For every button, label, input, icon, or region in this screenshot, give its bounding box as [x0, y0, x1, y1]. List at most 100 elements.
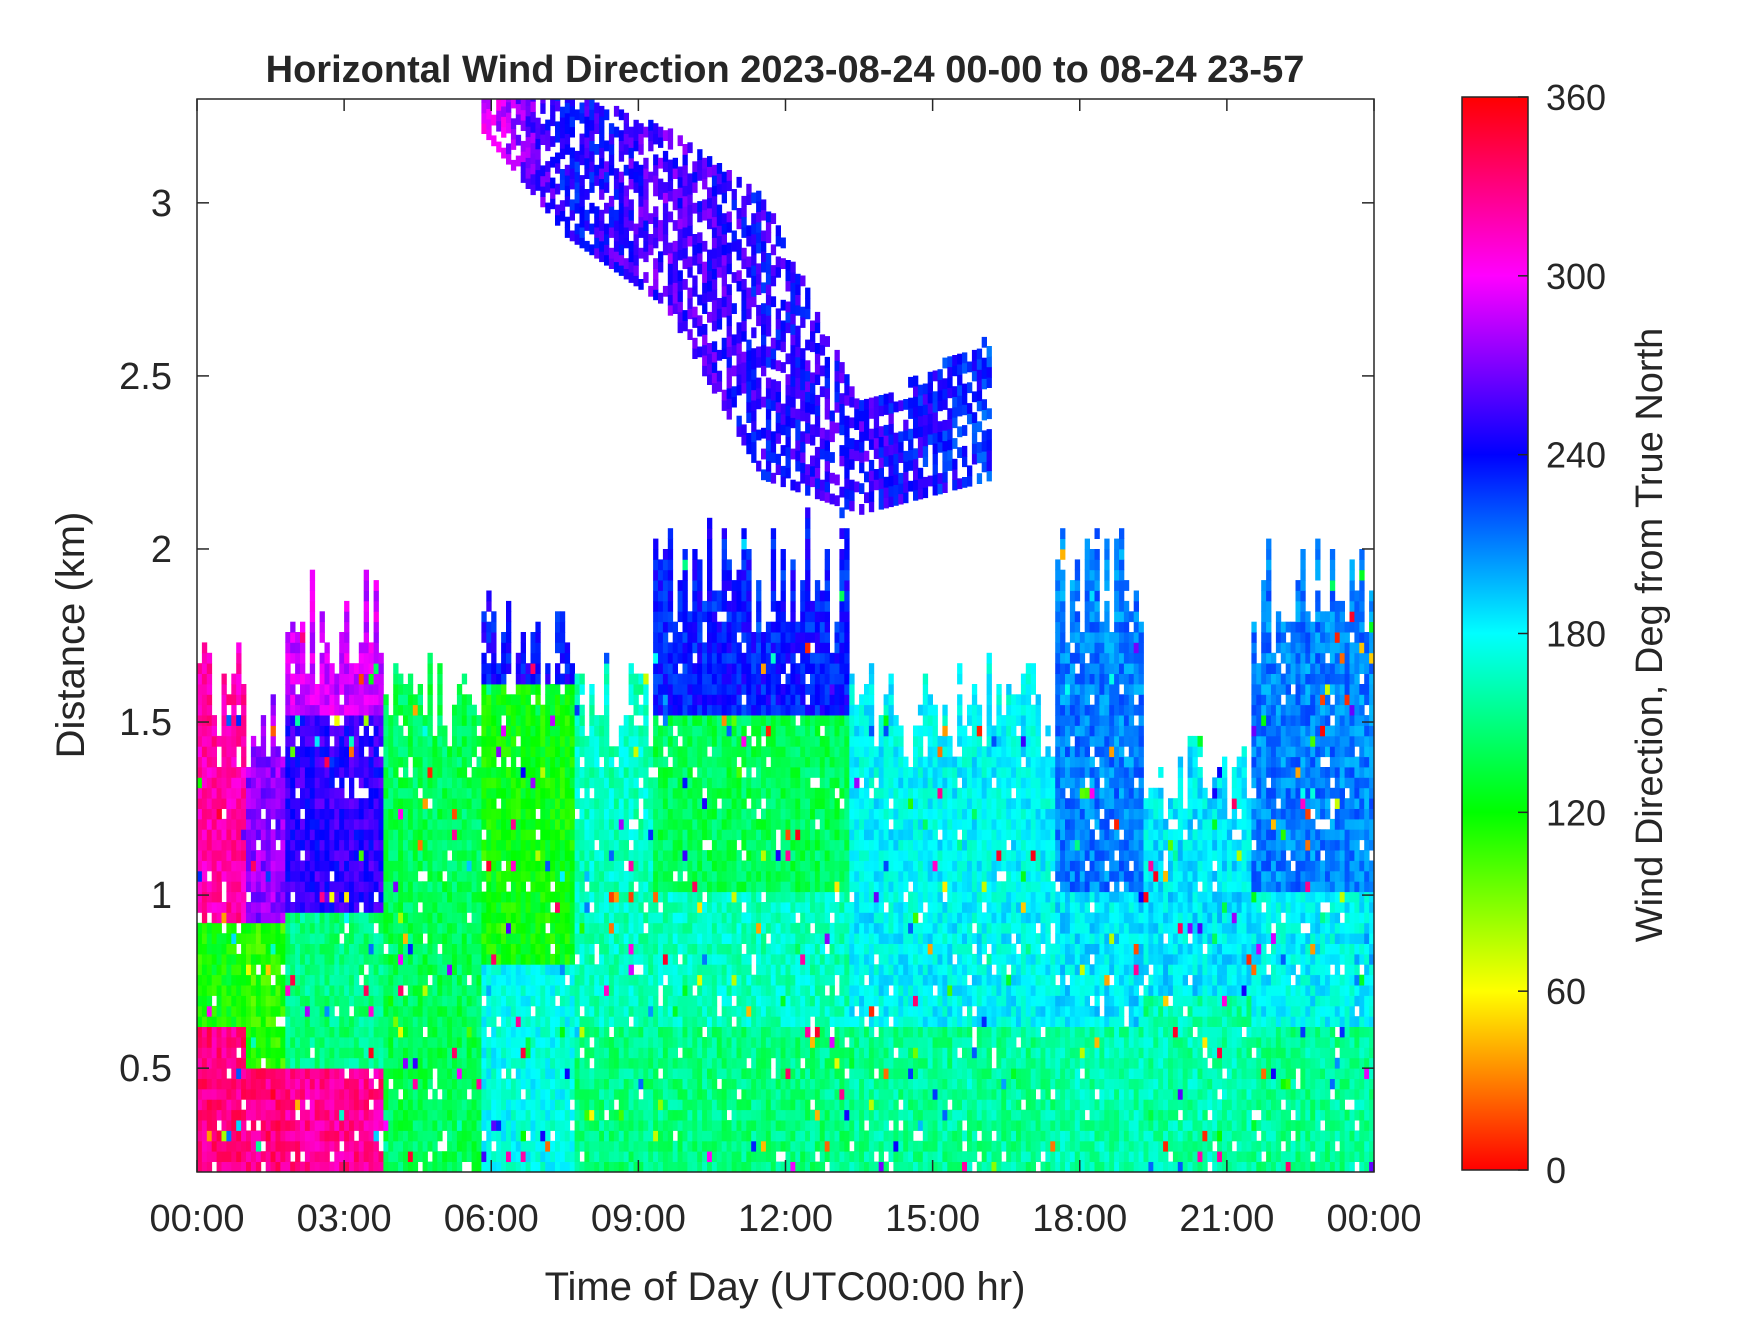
heatmap-cell [687, 777, 693, 789]
heatmap-cell [216, 818, 222, 830]
heatmap-cell [658, 590, 664, 602]
heatmap-cell [599, 1078, 605, 1090]
heatmap-cell [555, 777, 561, 789]
heatmap-cell [702, 1047, 708, 1059]
heatmap-cell [618, 891, 625, 903]
heatmap-cell [412, 1161, 419, 1172]
heatmap-cell [231, 1120, 237, 1131]
heatmap-cell [363, 767, 369, 778]
heatmap-cell [339, 1120, 345, 1131]
heatmap-cell [329, 684, 335, 695]
heatmap-cell [388, 735, 394, 747]
heatmap-cell [407, 985, 414, 996]
heatmap-cell [398, 1140, 404, 1152]
heatmap-cell [579, 808, 585, 820]
heatmap-cell [226, 1057, 232, 1069]
heatmap-cell [285, 735, 291, 747]
heatmap-cell [437, 1109, 443, 1121]
heatmap-cell [648, 922, 654, 934]
heatmap-cell [628, 1140, 634, 1152]
heatmap-cell [344, 870, 350, 882]
heatmap-cell [535, 964, 541, 976]
heatmap-cell [628, 756, 634, 768]
heatmap-cell [442, 777, 448, 789]
heatmap-cell [349, 746, 355, 758]
heatmap-cell [300, 1057, 306, 1069]
heatmap-cell [589, 1026, 595, 1038]
heatmap-cell [260, 891, 267, 903]
heatmap-cell [540, 829, 546, 841]
heatmap-cell [618, 953, 625, 965]
heatmap-cell [545, 850, 551, 861]
heatmap-cell [398, 1161, 404, 1172]
heatmap-cell [608, 787, 615, 799]
heatmap-cell [501, 746, 507, 758]
heatmap-cell [525, 860, 531, 872]
heatmap-cell [368, 663, 374, 674]
heatmap-cell [506, 1057, 512, 1069]
heatmap-cell [618, 1099, 625, 1111]
heatmap-cell [231, 673, 237, 685]
heatmap-cell [452, 767, 458, 778]
heatmap-cell [304, 1161, 311, 1172]
heatmap-cell [687, 1109, 693, 1121]
heatmap-cell [550, 985, 556, 996]
heatmap-cell [633, 1005, 639, 1017]
heatmap-cell [687, 684, 693, 695]
heatmap-cell [206, 787, 213, 799]
heatmap-cell [226, 839, 232, 851]
heatmap-cell [304, 902, 311, 913]
heatmap-cell [309, 1120, 316, 1131]
heatmap-cell [270, 860, 276, 872]
heatmap-cell [378, 922, 384, 934]
heatmap-cell [682, 1088, 688, 1100]
heatmap-cell [383, 818, 389, 830]
heatmap-cell [461, 715, 468, 726]
heatmap-cell [555, 756, 561, 768]
heatmap-cell [662, 673, 669, 685]
heatmap-cell [427, 995, 433, 1007]
heatmap-cell [628, 725, 634, 737]
heatmap-cell [231, 964, 237, 976]
heatmap-cell [618, 870, 625, 882]
heatmap-cell [363, 756, 369, 768]
heatmap-cell [662, 725, 669, 737]
heatmap-cell [633, 746, 639, 758]
heatmap-cell [535, 735, 541, 747]
heatmap-cell [358, 1130, 365, 1142]
heatmap-cell [461, 902, 468, 913]
heatmap-cell [501, 933, 507, 944]
heatmap-cell [226, 953, 232, 965]
heatmap-cell [481, 839, 487, 851]
heatmap-cell [221, 704, 227, 716]
heatmap-cell [197, 891, 203, 903]
heatmap-cell [466, 725, 472, 737]
heatmap-cell [702, 902, 708, 913]
heatmap-cell [555, 1047, 561, 1059]
heatmap-cell [241, 1047, 247, 1059]
heatmap-cell [535, 922, 541, 934]
heatmap-cell [417, 881, 423, 893]
heatmap-cell [545, 818, 551, 830]
heatmap-cell [662, 600, 669, 612]
heatmap-cell [398, 881, 404, 893]
heatmap-cell [559, 725, 566, 737]
heatmap-cell [417, 746, 423, 758]
heatmap-cell [687, 1140, 693, 1152]
heatmap-cell [653, 922, 659, 934]
heatmap-cell [270, 787, 276, 799]
heatmap-cell [707, 590, 713, 602]
heatmap-cell [349, 725, 355, 737]
heatmap-cell [378, 663, 384, 674]
heatmap-cell [501, 777, 507, 789]
heatmap-cell [378, 818, 384, 830]
heatmap-cell [344, 860, 350, 872]
heatmap-cell [255, 1057, 262, 1069]
heatmap-cell [461, 922, 468, 934]
heatmap-cell [687, 756, 693, 768]
heatmap-cell [613, 922, 620, 934]
heatmap-cell [667, 611, 674, 623]
heatmap-cell [613, 953, 620, 965]
chart-title: Horizontal Wind Direction 2023-08-24 00-… [266, 49, 1305, 91]
heatmap-cell [608, 839, 615, 851]
